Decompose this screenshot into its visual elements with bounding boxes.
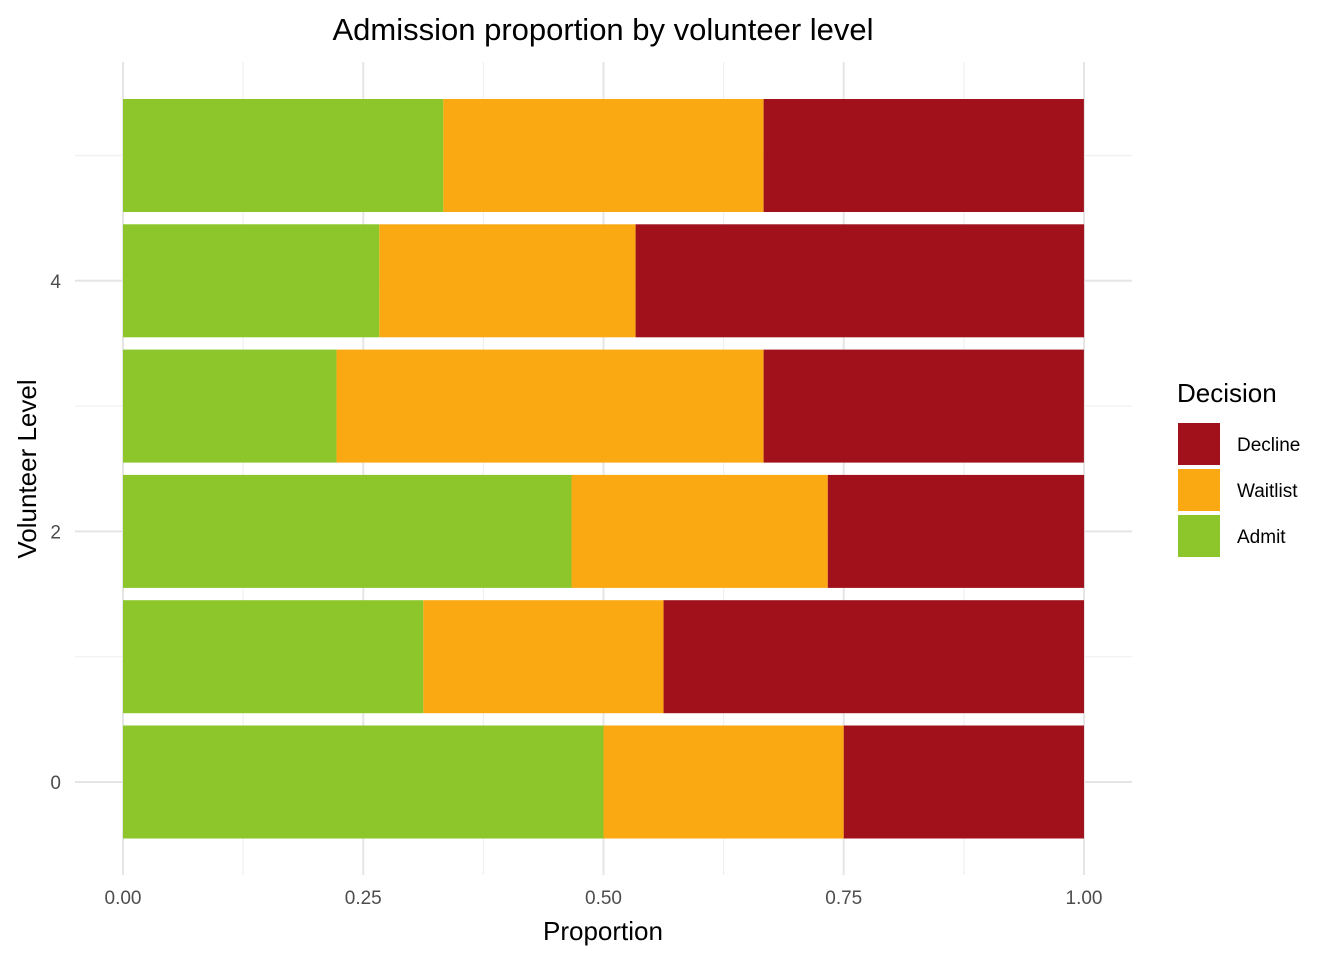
bar-decline-level-1 <box>663 600 1084 714</box>
legend-key-admit <box>1178 515 1220 557</box>
bar-waitlist-level-2 <box>571 474 828 588</box>
bar-waitlist-level-3 <box>336 349 764 463</box>
bar-admit-level-2 <box>123 474 572 588</box>
chart-title: Admission proportion by volunteer level <box>332 12 873 47</box>
x-tick-label: 0.00 <box>105 888 142 909</box>
x-axis-title: Proportion <box>543 916 663 946</box>
y-tick-label: 2 <box>50 522 61 543</box>
bar-admit-level-4 <box>123 224 380 338</box>
bars <box>123 99 1085 839</box>
x-tick-label: 0.50 <box>585 888 622 909</box>
x-tick-label: 0.75 <box>825 888 862 909</box>
legend-label-decline: Decline <box>1237 435 1300 456</box>
legend-title: Decision <box>1177 378 1277 408</box>
legend-key-decline <box>1178 423 1220 465</box>
x-tick-label: 1.00 <box>1066 888 1103 909</box>
bar-decline-level-5 <box>763 99 1084 212</box>
x-tick-label: 0.25 <box>345 888 382 909</box>
bar-admit-level-0 <box>123 725 604 839</box>
legend-label-admit: Admit <box>1237 527 1286 548</box>
legend-label-waitlist: Waitlist <box>1237 481 1298 502</box>
bar-waitlist-level-0 <box>603 725 844 839</box>
bar-waitlist-level-1 <box>423 600 664 714</box>
legend: Decision Decline Waitlist Admit <box>1177 378 1300 557</box>
bar-decline-level-0 <box>843 725 1084 839</box>
y-tick-label: 4 <box>50 272 61 293</box>
bar-admit-level-3 <box>123 349 337 463</box>
y-tick-label: 0 <box>50 773 61 794</box>
bar-decline-level-3 <box>763 349 1084 463</box>
bar-admit-level-1 <box>123 600 424 714</box>
legend-key-waitlist <box>1178 469 1220 511</box>
y-axis-ticks: 0 2 4 <box>50 272 61 794</box>
x-axis-ticks: 0.00 0.25 0.50 0.75 1.00 <box>105 888 1103 909</box>
bar-admit-level-5 <box>123 99 444 212</box>
bar-decline-level-2 <box>827 474 1085 588</box>
bar-waitlist-level-4 <box>379 224 636 338</box>
bar-waitlist-level-5 <box>443 99 764 212</box>
bar-decline-level-4 <box>635 224 1085 338</box>
y-axis-title: Volunteer Level <box>12 379 42 558</box>
